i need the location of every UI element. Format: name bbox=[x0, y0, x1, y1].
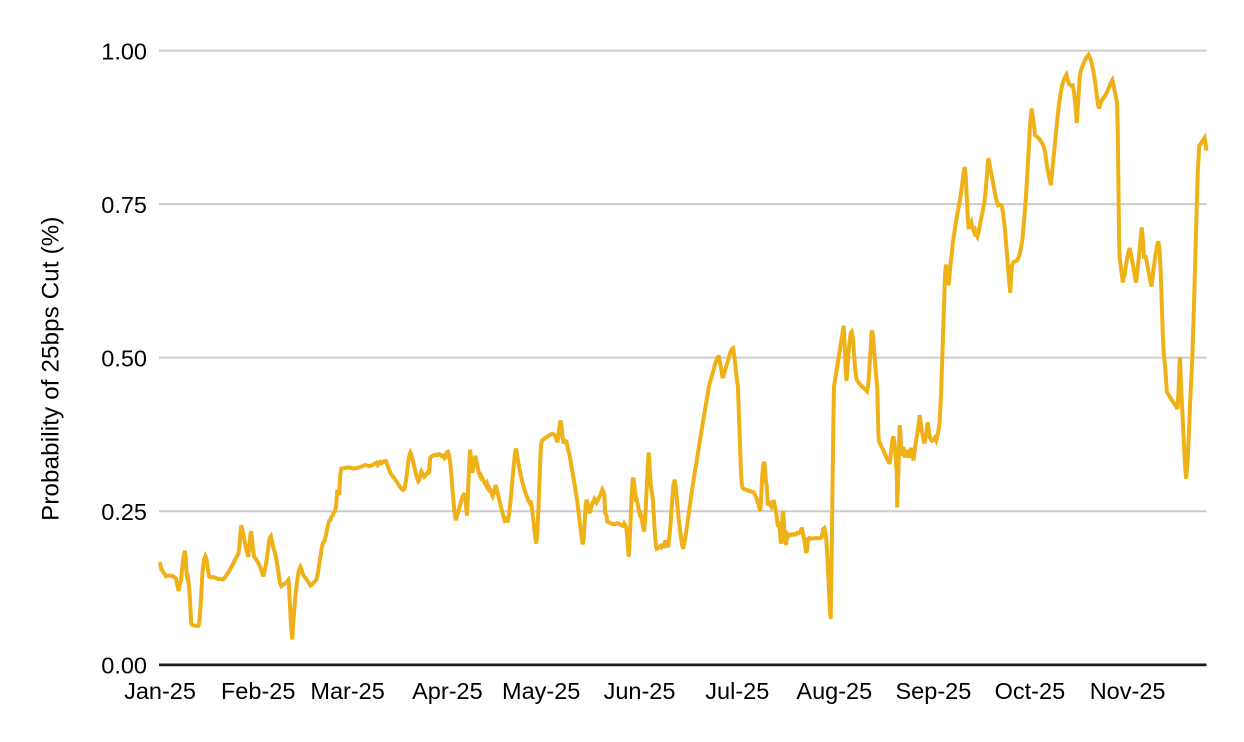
svg-text:Feb-25: Feb-25 bbox=[221, 678, 295, 704]
svg-text:Mar-25: Mar-25 bbox=[310, 678, 384, 704]
svg-text:Jan-25: Jan-25 bbox=[124, 678, 196, 704]
svg-text:Probability of 25bps Cut (%): Probability of 25bps Cut (%) bbox=[38, 216, 65, 520]
svg-text:Aug-25: Aug-25 bbox=[796, 678, 872, 704]
svg-text:Oct-25: Oct-25 bbox=[995, 678, 1066, 704]
svg-text:Jun-25: Jun-25 bbox=[604, 678, 676, 704]
svg-text:Nov-25: Nov-25 bbox=[1090, 678, 1166, 704]
svg-text:Jul-25: Jul-25 bbox=[705, 678, 769, 704]
svg-text:0.75: 0.75 bbox=[101, 192, 147, 218]
svg-text:0.50: 0.50 bbox=[101, 346, 147, 372]
svg-text:1.00: 1.00 bbox=[101, 39, 147, 65]
svg-text:May-25: May-25 bbox=[502, 678, 580, 704]
svg-text:0.00: 0.00 bbox=[101, 652, 147, 678]
svg-text:Sep-25: Sep-25 bbox=[896, 678, 972, 704]
svg-text:0.25: 0.25 bbox=[101, 499, 147, 525]
svg-text:Apr-25: Apr-25 bbox=[412, 678, 483, 704]
